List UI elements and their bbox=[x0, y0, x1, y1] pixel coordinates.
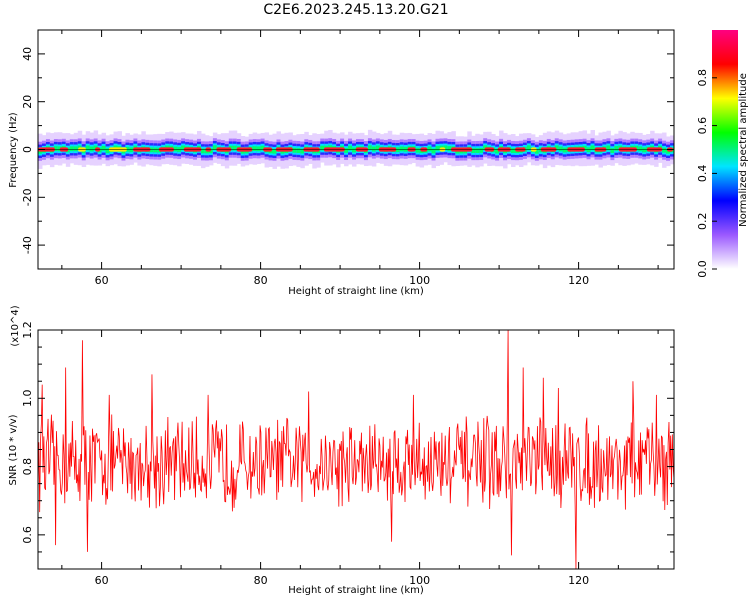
spectrogram-cell bbox=[610, 148, 615, 153]
spectrogram-cell bbox=[471, 148, 476, 153]
spectrogram-cell bbox=[562, 147, 568, 153]
spectrogram-cell bbox=[558, 146, 564, 152]
snr-xlabel: Height of straight line (km) bbox=[288, 585, 424, 596]
spectrogram-cell bbox=[582, 145, 588, 151]
spectrogram-cell bbox=[371, 146, 377, 152]
spectrogram-cell bbox=[662, 147, 667, 153]
spectrogram-y-tick-label: 0 bbox=[21, 146, 34, 153]
colorbar-tick-label: 0.2 bbox=[696, 212, 709, 230]
spectrogram-cell bbox=[443, 145, 448, 151]
spectrogram-cell bbox=[300, 148, 305, 154]
spectrogram-cell bbox=[344, 148, 349, 153]
spectrogram-cell bbox=[435, 145, 440, 151]
spectrogram-cell bbox=[69, 146, 75, 152]
spectrogram-cell bbox=[526, 145, 532, 151]
spectrogram-cell bbox=[320, 145, 325, 151]
spectrogram-cell bbox=[260, 145, 266, 151]
snr-line bbox=[37, 329, 675, 570]
spectrogram-ylabel: Frequency (Hz) bbox=[8, 112, 19, 188]
figure-title: C2E6.2023.245.13.20.G21 bbox=[263, 2, 448, 18]
spectrogram-cell bbox=[606, 145, 611, 151]
spectrogram-panel: 60 80 100 120 -40 -20 0 20 40 Height of straight… bbox=[8, 29, 675, 297]
spectrogram-cell bbox=[554, 145, 560, 151]
spectrogram-cell bbox=[200, 148, 206, 154]
spectrogram-cell bbox=[367, 145, 373, 151]
spectrogram-heatmap bbox=[38, 129, 675, 169]
spectrogram-cell bbox=[101, 145, 107, 151]
spectrogram-cell bbox=[73, 146, 79, 152]
spectrogram-cell bbox=[173, 146, 178, 152]
spectrogram-y-tick-label: 20 bbox=[21, 95, 34, 109]
spectrogram-cell bbox=[399, 146, 405, 152]
colorbar-label: Normalized spectral amplitude bbox=[738, 73, 749, 227]
snr-y-tick-label: 0.6 bbox=[21, 526, 34, 544]
spectrogram-y-tick-label: -40 bbox=[21, 236, 34, 254]
snr-y-tick-label: 1.0 bbox=[21, 390, 34, 408]
spectrogram-x-tick-label: 100 bbox=[409, 274, 430, 287]
colorbar-tick-label: 0.8 bbox=[696, 69, 709, 87]
snr-multiplier-label: (x10^4) bbox=[10, 305, 21, 346]
spectrogram-cell bbox=[181, 145, 186, 151]
spectrogram-cell bbox=[212, 145, 218, 151]
spectrogram-cell bbox=[447, 146, 452, 151]
spectrogram-cell bbox=[415, 147, 421, 153]
spectrogram-cell bbox=[89, 146, 95, 152]
spectrogram-cell bbox=[153, 147, 158, 153]
spectrogram-y-tick-label: 40 bbox=[21, 47, 34, 61]
snr-x-tick-label: 80 bbox=[254, 574, 268, 587]
colorbar-tick-label: 0.0 bbox=[696, 260, 709, 278]
snr-y-tick-label: 1.2 bbox=[21, 321, 34, 339]
snr-ticks: 60 80 100 120 0.6 0.8 1.0 1.2 bbox=[21, 321, 674, 587]
spectrogram-cell bbox=[232, 145, 238, 151]
spectrogram-x-tick-label: 80 bbox=[254, 274, 268, 287]
colorbar-gradient bbox=[712, 30, 738, 269]
snr-panel: 60 80 100 120 0.6 0.8 1.0 1.2 Height of straigh… bbox=[8, 305, 675, 596]
spectrogram-cell bbox=[642, 147, 647, 153]
spectrogram-ticks: 60 80 100 120 -40 -20 0 20 40 bbox=[21, 29, 674, 287]
spectrogram-cell bbox=[256, 146, 262, 152]
colorbar: 0.0 0.2 0.4 0.6 0.8 Normalized spectral ampl… bbox=[696, 30, 749, 278]
spectrogram-cell bbox=[431, 148, 436, 154]
colorbar-tick-label: 0.6 bbox=[696, 117, 709, 135]
spectrogram-cell bbox=[53, 146, 59, 151]
snr-frame bbox=[37, 329, 675, 570]
snr-y-tick-label: 0.8 bbox=[21, 458, 34, 476]
spectrogram-cell bbox=[495, 148, 500, 154]
spectrogram-cell bbox=[208, 148, 214, 154]
spectrogram-x-tick-label: 120 bbox=[568, 274, 589, 287]
spectrogram-cell bbox=[85, 145, 91, 151]
snr-x-tick-label: 120 bbox=[568, 574, 589, 587]
spectrogram-cell bbox=[352, 147, 357, 153]
spectrogram-y-tick-label: -20 bbox=[21, 188, 34, 206]
spectrogram-cell bbox=[292, 147, 297, 153]
spectrogram-cell bbox=[479, 148, 484, 153]
snr-x-tick-label: 60 bbox=[95, 574, 109, 587]
spectrogram-cell bbox=[614, 146, 619, 151]
spectrogram-cell bbox=[105, 148, 111, 154]
snr-ylabel: SNR (10 * v/v) bbox=[8, 414, 19, 485]
spectrogram-xlabel: Height of straight line (km) bbox=[288, 286, 424, 297]
spectrogram-cell bbox=[375, 145, 381, 151]
colorbar-tick-label: 0.4 bbox=[696, 165, 709, 183]
spectrogram-cell bbox=[475, 148, 480, 153]
spectrogram-cell bbox=[534, 148, 540, 154]
spectrogram-cell bbox=[228, 145, 234, 151]
spectrogram-cell bbox=[149, 147, 154, 153]
spectrogram-cell bbox=[272, 148, 277, 154]
spectrogram-cell bbox=[590, 145, 595, 151]
spectrogram-cell bbox=[252, 146, 258, 152]
snr-x-tick-label: 100 bbox=[409, 574, 430, 587]
spectrogram-x-tick-label: 60 bbox=[95, 274, 109, 287]
spectrogram-cell bbox=[638, 146, 643, 152]
spectrogram-cell bbox=[296, 148, 301, 153]
spectrogram-cell bbox=[511, 148, 516, 153]
colorbar-ticks: 0.0 0.2 0.4 0.6 0.8 bbox=[696, 69, 717, 278]
snr-multiplier-text: (x10^4) bbox=[10, 305, 21, 346]
spectrogram-cell bbox=[348, 145, 353, 151]
spectrogram-cell bbox=[427, 146, 433, 152]
